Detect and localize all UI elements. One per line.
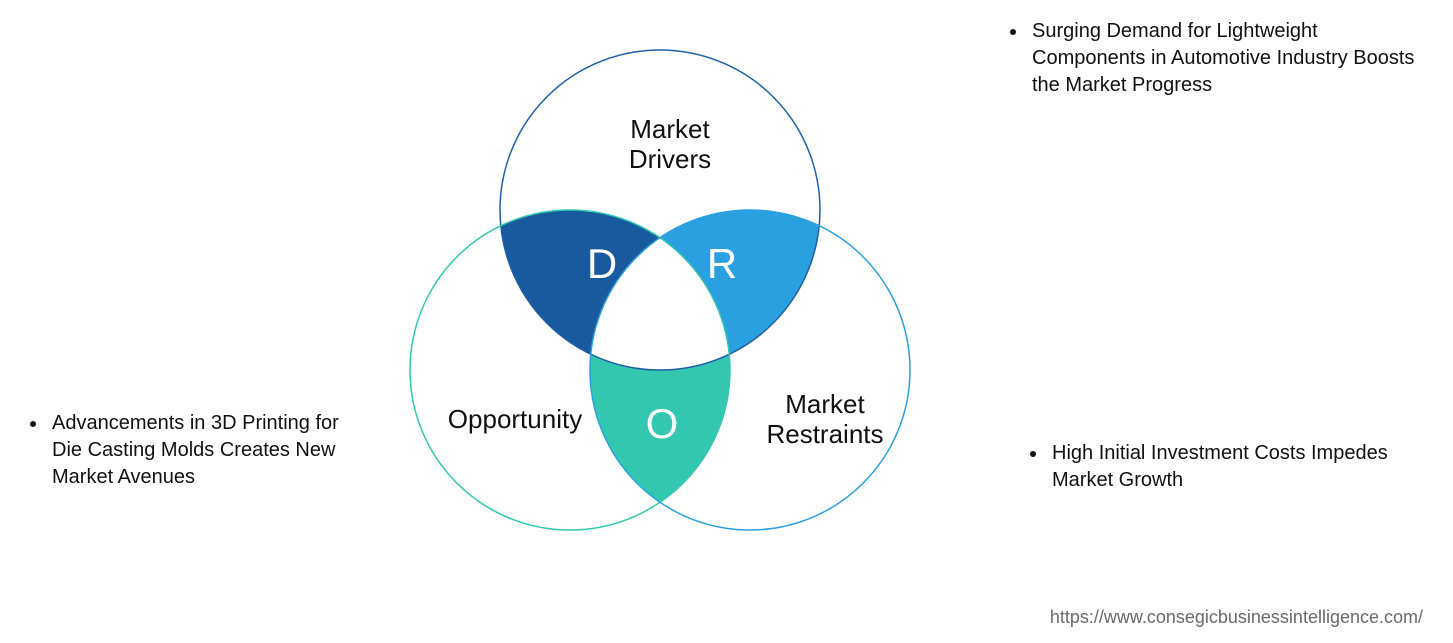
bullet-opportunity: Advancements in 3D Printing for Die Cast… (30, 410, 350, 491)
venn-label-restraints-line2: Restraints (766, 419, 883, 449)
bullet-drivers-text: Surging Demand for Lightweight Component… (1010, 18, 1430, 99)
venn-label-drivers-line1: Market (630, 114, 709, 144)
bullet-dot-icon (1010, 29, 1016, 35)
venn-label-drivers: Market Drivers (610, 115, 730, 175)
venn-label-restraints-line1: Market (785, 389, 864, 419)
venn-label-restraints: Market Restraints (750, 390, 900, 450)
venn-label-opportunity-text: Opportunity (448, 404, 582, 434)
bullet-opportunity-text: Advancements in 3D Printing for Die Cast… (30, 410, 350, 491)
bullet-restraints: High Initial Investment Costs Impedes Ma… (1030, 440, 1410, 494)
bullet-dot-icon (30, 421, 36, 427)
venn-letter-d: D (572, 240, 632, 288)
bullet-dot-icon (1030, 451, 1036, 457)
venn-svg (360, 20, 960, 600)
venn-label-opportunity: Opportunity (430, 405, 600, 435)
venn-letter-r: R (692, 240, 752, 288)
venn-letter-o: O (632, 400, 692, 448)
venn-label-drivers-line2: Drivers (629, 144, 711, 174)
bullet-restraints-text: High Initial Investment Costs Impedes Ma… (1030, 440, 1410, 494)
source-url: https://www.consegicbusinessintelligence… (1050, 607, 1423, 628)
diagram-canvas: Market Drivers Opportunity Market Restra… (0, 0, 1453, 643)
venn-diagram: Market Drivers Opportunity Market Restra… (360, 20, 960, 600)
bullet-drivers: Surging Demand for Lightweight Component… (1010, 18, 1430, 99)
